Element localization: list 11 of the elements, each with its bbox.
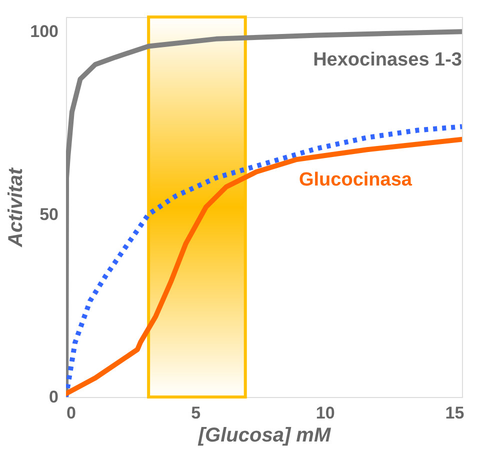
y-tick-label: 0 xyxy=(49,388,58,406)
x-axis-title: [Glucosa] mM xyxy=(197,424,332,446)
series-label: Glucocinasa xyxy=(299,169,412,190)
series-label: Hexocinases 1-3 xyxy=(313,50,462,71)
y-tick-label: 100 xyxy=(30,22,58,42)
x-tick-label: 0 xyxy=(66,404,76,422)
x-tick-label: 15 xyxy=(445,404,464,422)
y-axis-title: Activitat xyxy=(5,166,28,248)
x-tick-label: 5 xyxy=(191,404,201,422)
y-tick-label: 50 xyxy=(40,204,58,224)
x-tick-label: 10 xyxy=(316,404,335,422)
